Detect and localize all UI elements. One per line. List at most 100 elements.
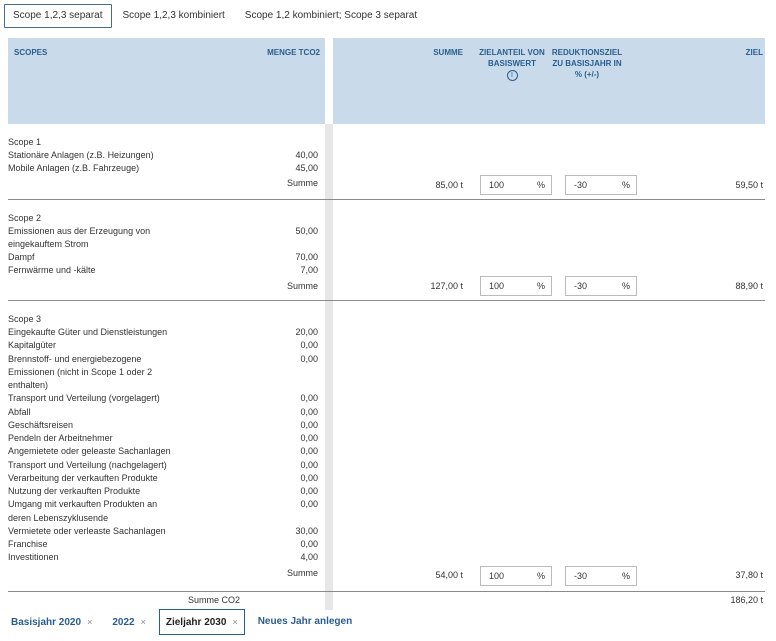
tab-scope-123-kombiniert[interactable]: Scope 1,2,3 kombiniert	[122, 10, 225, 21]
scope3-item-label: Nutzung der verkauften Produkte	[8, 486, 141, 496]
scope3-item-value: 20,00	[295, 327, 318, 337]
scope2-reduktion-input[interactable]: -30 %	[565, 276, 637, 296]
scope3-item-label: Brennstoff- und energiebezogene	[8, 353, 142, 364]
tab-2022[interactable]: 2022 ×	[105, 609, 153, 635]
scope3-item-label: Emissionen (nicht in Scope 1 oder 2	[8, 366, 153, 377]
scope3-item-value: 0,00	[300, 340, 318, 351]
scope2-item-value: 7,00	[300, 265, 318, 275]
scope3-item-value: 0,00	[300, 486, 318, 496]
scope1-reduktion-input[interactable]: -30 %	[565, 175, 637, 195]
scope3-anteil-input[interactable]: 100 %	[480, 566, 552, 586]
scope3-item-label: Pendeln der Arbeitnehmer	[8, 433, 113, 443]
scope2-item-label: eingekauftem Strom	[8, 239, 89, 249]
scope2-item-label: Dampf	[8, 252, 35, 262]
scope2-ziel: 88,90 t	[735, 281, 763, 291]
scope3-item-value: 0,00	[300, 539, 318, 549]
header-summe: SUMME	[433, 48, 463, 57]
scope1-item-value: 40,00	[295, 150, 318, 160]
header-zielanteil: ZIELANTEIL VON BASISWERT i	[478, 48, 546, 81]
tab-label: Zieljahr 2030	[165, 617, 227, 628]
scope3-item-value: 0,00	[300, 393, 318, 404]
scope1-title: Scope 1	[8, 137, 42, 147]
scope3-item-value: 0,00	[300, 406, 318, 417]
scope2-item-value: 70,00	[295, 252, 318, 262]
tab-basisjahr-2020[interactable]: Basisjahr 2020 ×	[4, 609, 99, 635]
close-icon[interactable]: ×	[140, 617, 146, 627]
scope1-ziel: 59,50 t	[735, 180, 763, 190]
tab-label: Neues Jahr anlegen	[257, 616, 353, 627]
scope3-item-label: Transport und Verteilung (vorgelagert)	[8, 393, 160, 404]
input-unit: %	[536, 571, 545, 581]
input-unit: %	[536, 281, 545, 291]
scope2-item-label: Emissionen aus der Erzeugung von	[8, 226, 151, 236]
close-icon[interactable]: ×	[232, 617, 238, 627]
tab-scope-12-kombiniert-3-separat[interactable]: Scope 1,2 kombiniert; Scope 3 separat	[244, 10, 418, 21]
gray-divider	[325, 301, 333, 591]
tab-scope-123-separat[interactable]: Scope 1,2,3 separat	[4, 4, 112, 28]
header-reduktion: REDUKTIONSZIEL ZU BASISJAHR IN % (+/-)	[551, 48, 623, 79]
header-bg-right	[333, 38, 765, 124]
scope3-item-label: deren Lebenszyklusende	[8, 512, 109, 523]
scope2-title: Scope 2	[8, 213, 42, 223]
scope3-ziel: 37,80 t	[735, 570, 763, 580]
scope-mode-tabs: Scope 1,2,3 separat Scope 1,2,3 kombinie…	[4, 4, 428, 28]
input-unit: %	[621, 571, 630, 581]
scope3-item-label: Investitionen	[8, 552, 59, 563]
input-value: 100	[489, 180, 505, 190]
input-unit: %	[621, 180, 630, 190]
scope1-block: Scope 1 Stationäre Anlagen (z.B. Heizung…	[8, 124, 765, 200]
total-label: Summe CO2	[188, 595, 241, 605]
scope3-item-label: Umgang mit verkauften Produkten an	[8, 499, 158, 510]
scope3-title: Scope 3	[8, 314, 42, 324]
scope2-block: Scope 2 Emissionen aus der Erzeugung von…	[8, 200, 765, 301]
table-header: SCOPES MENGE TCO2 SUMME ZIELANTEIL VON B…	[8, 38, 765, 124]
input-value: -30	[574, 571, 588, 581]
scope3-item-value: 30,00	[295, 525, 318, 536]
scope2-item-value: 50,00	[295, 226, 318, 236]
scope1-item-label: Stationäre Anlagen (z.B. Heizungen)	[8, 150, 154, 160]
scope3-item-value: 0,00	[300, 419, 318, 430]
scope3-item-value: 0,00	[300, 459, 318, 470]
scope3-item-label: enthalten)	[8, 380, 49, 390]
scope3-reduktion-input[interactable]: -30 %	[565, 566, 637, 586]
input-value: 100	[489, 281, 505, 291]
scope3-summe: 54,00 t	[435, 570, 463, 580]
tab-label: 2022	[112, 617, 135, 628]
scope3-item-value: 0,00	[300, 353, 318, 364]
scope3-item-value: 0,00	[300, 433, 318, 443]
scope3-item-value: 0,00	[300, 446, 318, 457]
scope1-anteil-input[interactable]: 100 %	[480, 175, 552, 195]
gray-divider	[325, 592, 333, 610]
scope2-summe-label: Summe	[286, 281, 318, 291]
scope3-block: Scope 3 Eingekaufte Güter und Dienstleis…	[8, 301, 765, 592]
scope-table: SCOPES MENGE TCO2 SUMME ZIELANTEIL VON B…	[8, 38, 765, 610]
scope1-item-label: Mobile Anlagen (z.B. Fahrzeuge)	[8, 163, 140, 173]
input-unit: %	[536, 180, 545, 190]
scope3-summe-label: Summe	[286, 568, 318, 578]
scope1-summe-label: Summe	[286, 178, 318, 188]
scope2-item-label: Fernwärme und -kälte	[8, 265, 96, 275]
input-unit: %	[621, 281, 630, 291]
scope3-item-label: Angemietete oder geleaste Sachanlagen	[8, 446, 171, 457]
header-menge: MENGE TCO2	[267, 48, 320, 57]
scope3-item-value: 4,00	[300, 552, 318, 563]
scope3-item-label: Eingekaufte Güter und Dienstleistungen	[8, 327, 168, 337]
header-bg-left	[8, 38, 325, 124]
tab-zieljahr-2030[interactable]: Zieljahr 2030 ×	[158, 609, 245, 635]
scope2-summe: 127,00 t	[430, 281, 463, 291]
scope1-item-value: 45,00	[295, 163, 318, 173]
header-ziel: ZIEL	[745, 48, 763, 57]
scope3-item-label: Vermietete oder verleaste Sachanlagen	[8, 525, 166, 536]
new-year-button[interactable]: Neues Jahr anlegen	[251, 609, 359, 635]
gray-divider	[325, 200, 333, 300]
year-tabs: Basisjahr 2020 × 2022 × Zieljahr 2030 × Neu…	[4, 609, 365, 635]
scope1-summe: 85,00 t	[435, 180, 463, 190]
scope3-item-value: 0,00	[300, 472, 318, 483]
info-icon[interactable]: i	[506, 69, 518, 81]
scope3-item-value: 0,00	[300, 499, 318, 510]
close-icon[interactable]: ×	[87, 617, 93, 627]
total-value: 186,20 t	[730, 595, 763, 605]
scope2-anteil-input[interactable]: 100 %	[480, 276, 552, 296]
tab-label: Basisjahr 2020	[11, 617, 82, 628]
scope3-item-label: Franchise	[8, 539, 48, 549]
